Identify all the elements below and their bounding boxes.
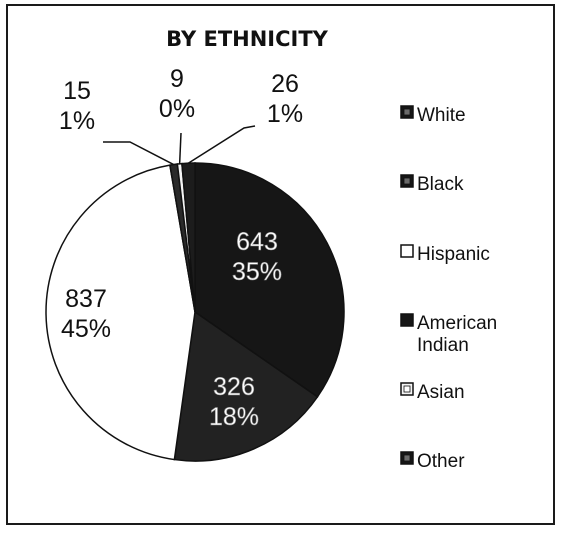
legend-item-hispanic: Hispanic (400, 244, 490, 265)
data-label-value-white: 643 (236, 228, 278, 256)
legend-swatch-inner-black (403, 177, 411, 185)
data-label-percent-asian: 0% (159, 95, 195, 123)
leader-lines (103, 125, 256, 166)
leader-line-american-indian (103, 141, 174, 166)
chart-title: BY ETHNICITY (166, 27, 329, 51)
pie-slices (45, 162, 345, 462)
legend-swatch-inner-other (403, 454, 411, 462)
legend-label-hispanic: Hispanic (417, 244, 490, 265)
legend-item-asian: Asian (400, 382, 465, 403)
legend-item-black: Black (400, 174, 464, 195)
data-label-percent-other: 1% (267, 100, 303, 128)
data-label-percent-hispanic: 45% (61, 315, 111, 343)
leader-line-other (188, 125, 256, 164)
pie-slice-hispanic (45, 164, 196, 461)
data-label-value-american-indian: 15 (63, 77, 91, 105)
legend-swatch-inner-white (403, 108, 411, 116)
legend-label-american-indian: American (417, 313, 497, 334)
pie-slice-black (173, 310, 319, 462)
leader-line-asian (178, 132, 182, 164)
pie-slice-other (181, 162, 196, 313)
legend-swatch-hispanic (400, 244, 414, 258)
data-label-percent-white: 35% (232, 258, 282, 286)
legend-label-white: White (417, 105, 466, 126)
legend-swatch-american-indian (400, 313, 414, 327)
data-label-value-black: 326 (213, 373, 255, 401)
data-label-percent-black: 18% (209, 403, 259, 431)
data-label-value-asian: 9 (170, 65, 184, 93)
legend-swatch-inner-asian (403, 385, 411, 393)
legend-label-black: Black (417, 174, 464, 195)
legend-label-american-indian-line2: Indian (417, 335, 469, 356)
data-label-value-other: 26 (271, 70, 299, 98)
legend-item-white: White (400, 105, 466, 126)
legend-label-other: Other (417, 451, 465, 472)
data-label-value-hispanic: 837 (65, 285, 107, 313)
pie-slice-white (194, 162, 345, 398)
data-label-percent-american-indian: 1% (59, 107, 95, 135)
legend-label-asian: Asian (417, 382, 465, 403)
legend-item-other: Other (400, 451, 465, 472)
